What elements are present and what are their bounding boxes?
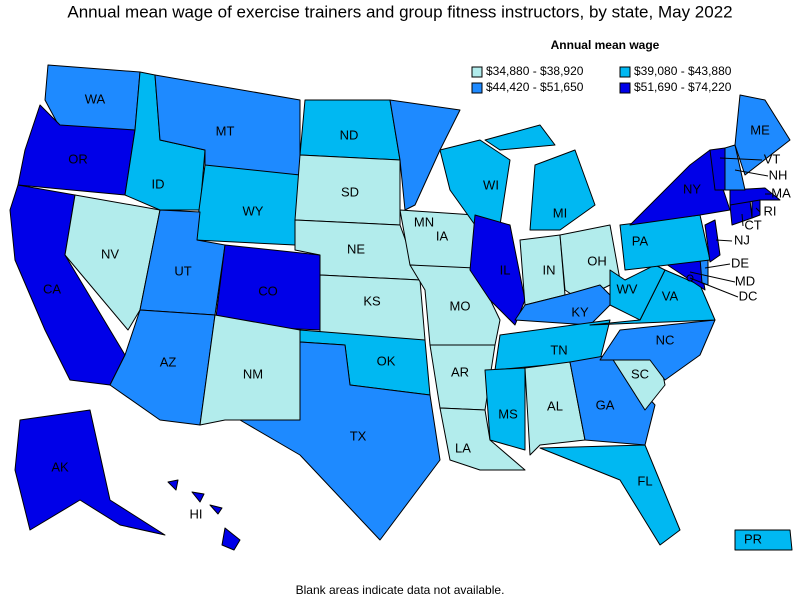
state	[734, 529, 793, 551]
state-label: CA	[43, 281, 61, 296]
leader-line	[689, 271, 736, 283]
state	[524, 361, 586, 456]
state-label: WY	[243, 203, 264, 218]
state	[609, 264, 666, 321]
state-label: TN	[550, 342, 567, 357]
state-label: AL	[547, 398, 563, 413]
legend-label: $51,690 - $74,220	[634, 80, 732, 94]
state-label: OR	[68, 151, 88, 166]
state-label: MN	[414, 214, 434, 229]
state	[589, 269, 716, 326]
legend-label: $34,880 - $38,920	[486, 64, 584, 78]
state	[469, 214, 526, 326]
state	[734, 94, 791, 176]
state-label: AK	[51, 459, 69, 474]
state-label: MS	[498, 406, 518, 421]
state-label: RI	[764, 203, 777, 218]
state-label: NC	[656, 332, 675, 347]
state-label: UT	[174, 263, 191, 278]
state-label: MT	[216, 123, 235, 138]
legend-label: $39,080 - $43,880	[634, 64, 732, 78]
leader-line	[689, 277, 739, 298]
state-label: DC	[739, 288, 758, 303]
state-label: FL	[637, 473, 652, 488]
leader-line	[734, 169, 769, 177]
state	[484, 124, 596, 231]
state	[439, 407, 526, 471]
state-label: MI	[553, 205, 567, 220]
state-label: PR	[744, 531, 762, 546]
state-label: TX	[350, 428, 367, 443]
state	[389, 99, 461, 211]
state	[14, 409, 166, 536]
state-label: NY	[683, 181, 701, 196]
state-label: SD	[341, 184, 359, 199]
states	[9, 64, 793, 551]
legend-swatch	[471, 82, 483, 94]
leader-line	[715, 239, 733, 242]
state-label: AZ	[160, 354, 177, 369]
state-label: OH	[587, 253, 607, 268]
state	[599, 319, 716, 381]
state-label: NV	[101, 246, 119, 261]
state-label: OK	[377, 353, 396, 368]
state-label: MO	[450, 298, 471, 313]
state-label: DE	[731, 255, 749, 270]
state	[751, 199, 761, 219]
state-label: ID	[152, 176, 165, 191]
legend-swatch	[471, 66, 483, 78]
state	[704, 219, 721, 263]
footnote: Blank areas indicate data not available.	[296, 583, 505, 597]
leader-line	[755, 207, 761, 213]
state	[484, 367, 526, 451]
state-label: LA	[455, 440, 471, 455]
state	[539, 444, 681, 546]
state	[64, 194, 161, 331]
state-label: VA	[662, 288, 679, 303]
state-label: IN	[543, 262, 556, 277]
state-label: ME	[750, 122, 770, 137]
state	[724, 144, 746, 191]
legend-label: $44,420 - $51,650	[486, 80, 584, 94]
state-label: GA	[596, 397, 615, 412]
state-label: IA	[436, 228, 449, 243]
state-label: WA	[85, 91, 106, 106]
map-title: Annual mean wage of exercise trainers an…	[67, 2, 732, 21]
legend-swatch	[619, 66, 631, 78]
state-label: KY	[571, 304, 589, 319]
state-label: NE	[347, 241, 365, 256]
state-label: NH	[769, 167, 788, 182]
state	[167, 479, 241, 551]
legend-title: Annual mean wage	[551, 38, 660, 52]
state-label: ND	[340, 127, 359, 142]
state	[439, 139, 511, 226]
state-label: KS	[363, 293, 381, 308]
state-label: CO	[258, 283, 278, 298]
state-label: MA	[771, 185, 791, 200]
state-label: SC	[631, 366, 649, 381]
state-label: NM	[243, 366, 263, 381]
state-label: IL	[500, 262, 511, 277]
state-label: VT	[764, 151, 781, 166]
legend-swatch	[619, 82, 631, 94]
state-label: WV	[617, 281, 638, 296]
legend: $34,880 - $38,920 $39,080 - $43,880 $44,42…	[471, 64, 732, 94]
leader-line	[719, 157, 763, 161]
state	[239, 341, 441, 541]
state-label: HI	[190, 506, 203, 521]
leader-line	[741, 213, 744, 227]
state-label: AR	[451, 364, 469, 379]
state-label: MD	[735, 273, 755, 288]
state-label: NJ	[734, 232, 750, 247]
leader-line	[704, 263, 731, 269]
state	[729, 187, 781, 206]
state-label: CT	[744, 217, 761, 232]
state-label: PA	[632, 233, 649, 248]
state-label: WI	[483, 177, 499, 192]
